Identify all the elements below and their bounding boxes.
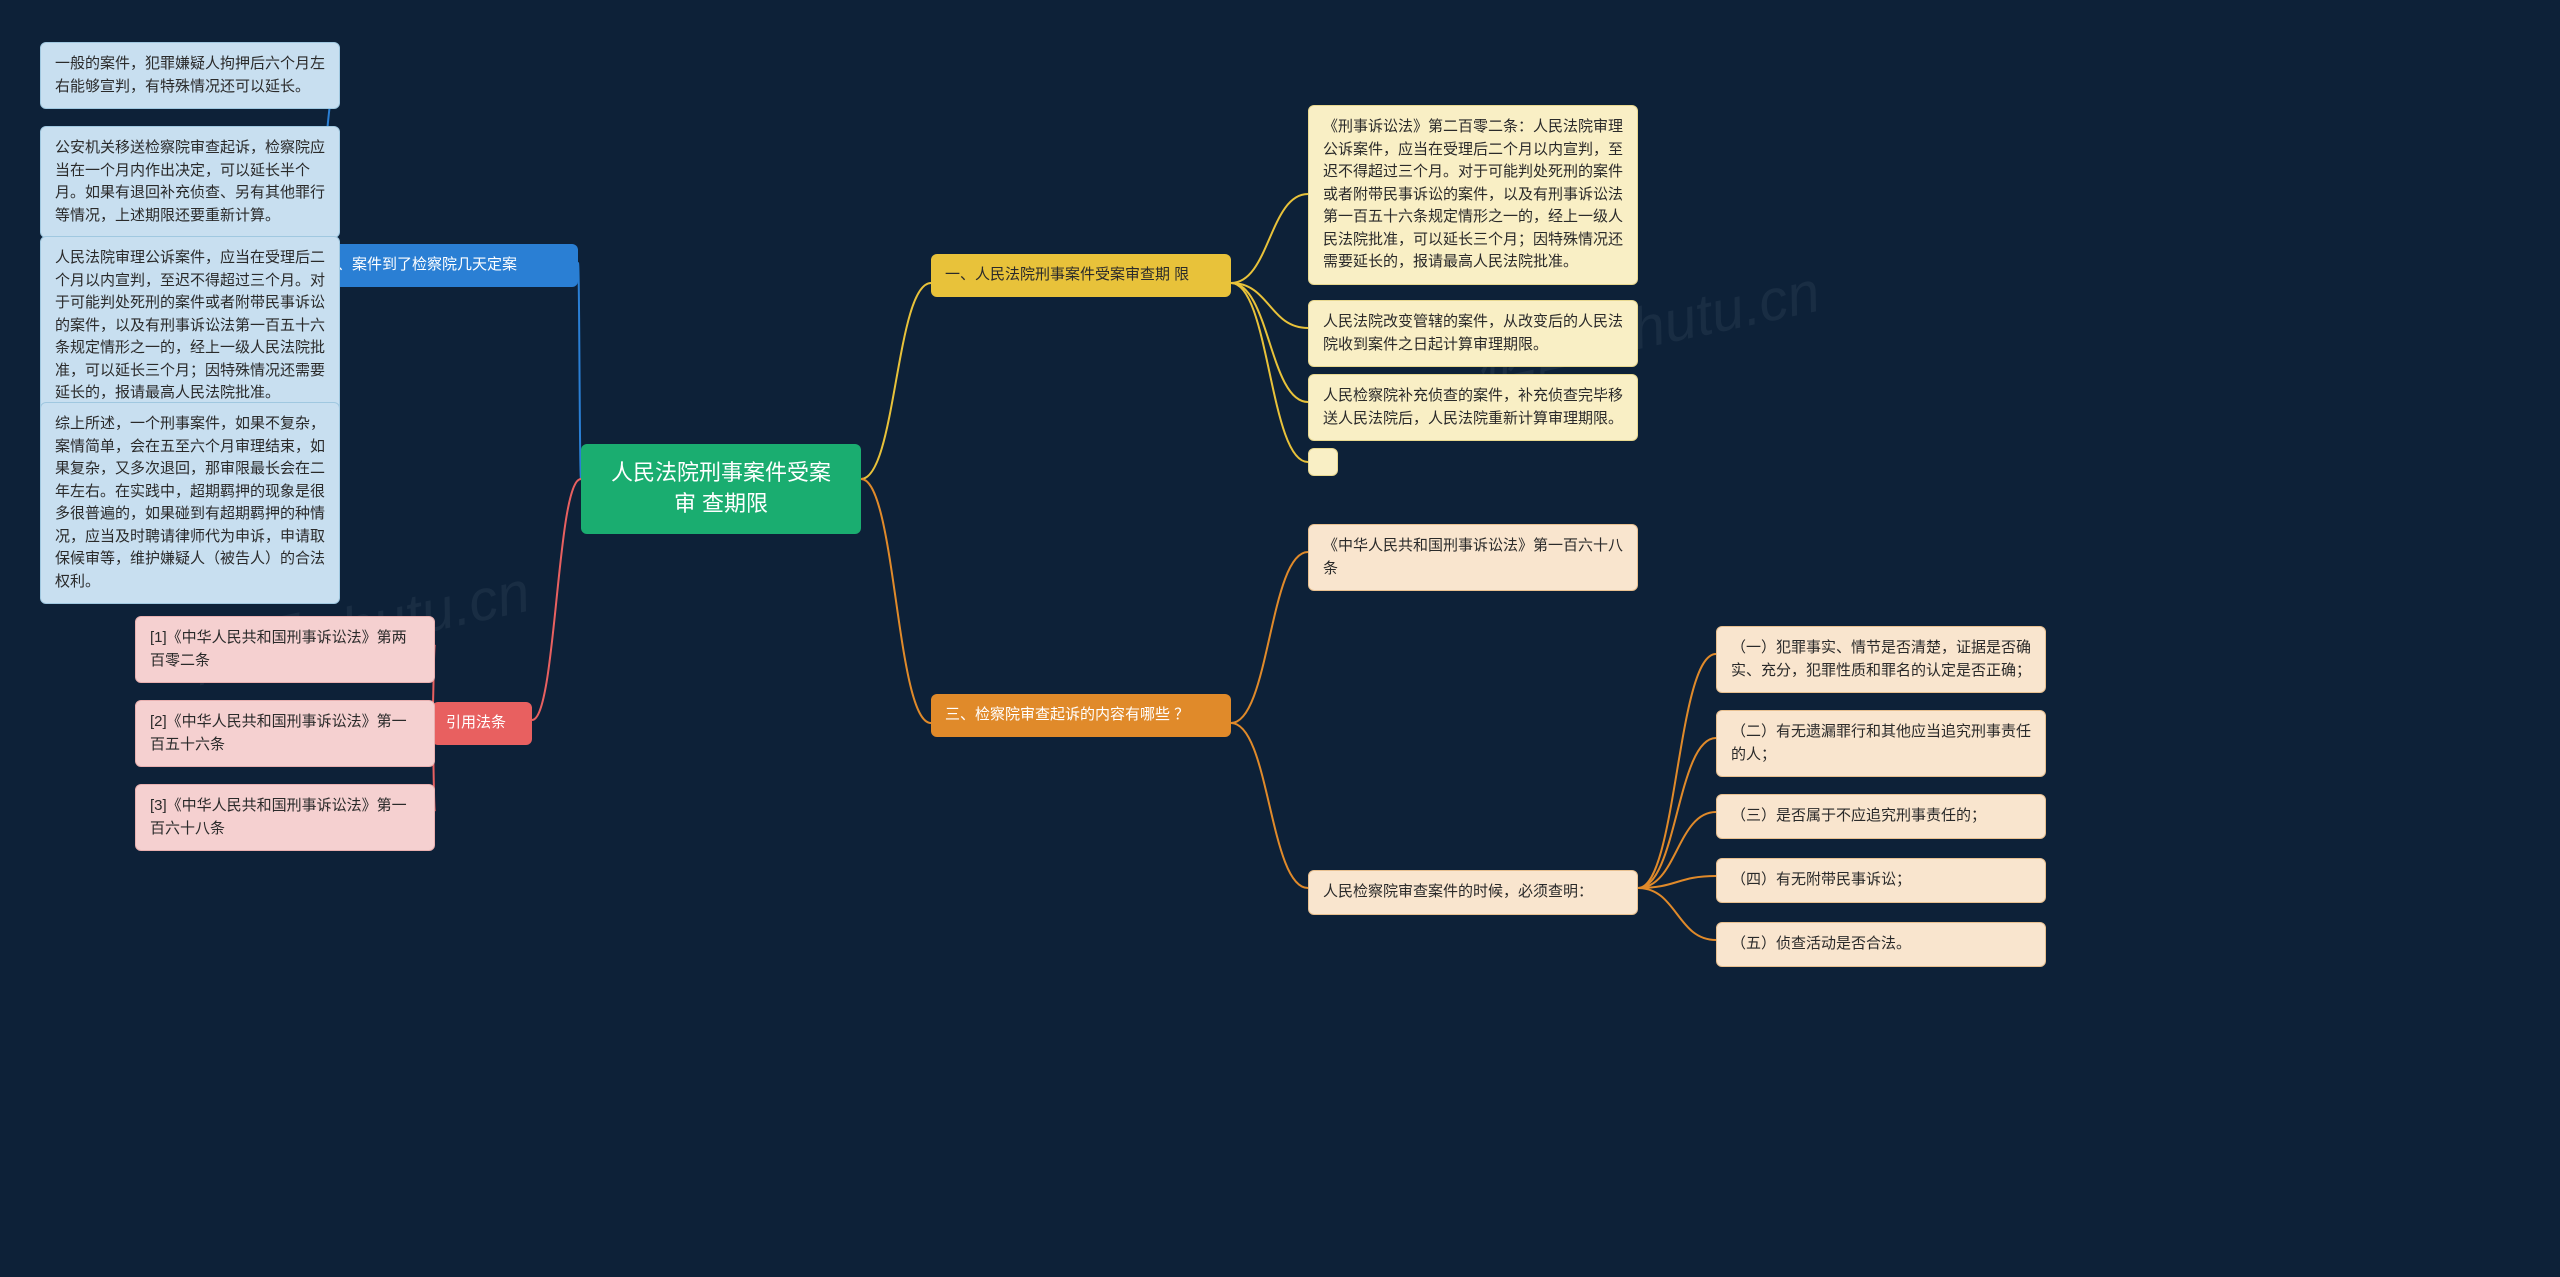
leaf-node: [2]《中华人民共和国刑事诉讼法》第一百五十六条 bbox=[135, 700, 435, 767]
leaf-node: 综上所述，一个刑事案件，如果不复杂，案情简单，会在五至六个月审理结束，如果复杂，… bbox=[40, 402, 340, 604]
sub-leaf-node: （五）侦查活动是否合法。 bbox=[1716, 922, 2046, 967]
leaf-node: 一般的案件，犯罪嫌疑人拘押后六个月左右能够宣判，有特殊情况还可以延长。 bbox=[40, 42, 340, 109]
branch-node: 二、案件到了检察院几天定案 bbox=[308, 244, 578, 287]
leaf-node: 《中华人民共和国刑事诉讼法》第一百六十八条 bbox=[1308, 524, 1638, 591]
leaf-node: 人民法院审理公诉案件，应当在受理后二个月以内宣判，至迟不得超过三个月。对于可能判… bbox=[40, 236, 340, 416]
sub-leaf-node: （三）是否属于不应追究刑事责任的； bbox=[1716, 794, 2046, 839]
branch-node: 三、检察院审查起诉的内容有哪些 ？ bbox=[931, 694, 1231, 737]
leaf-node: 公安机关移送检察院审查起诉，检察院应当在一个月内作出决定，可以延长半个月。如果有… bbox=[40, 126, 340, 238]
leaf-node: [3]《中华人民共和国刑事诉讼法》第一百六十八条 bbox=[135, 784, 435, 851]
leaf-node: 《刑事诉讼法》第二百零二条：人民法院审理公诉案件，应当在受理后二个月以内宣判，至… bbox=[1308, 105, 1638, 285]
branch-node: 引用法条 bbox=[432, 702, 532, 745]
leaf-node bbox=[1308, 448, 1338, 476]
sub-leaf-node: （一）犯罪事实、情节是否清楚，证据是否确实、充分，犯罪性质和罪名的认定是否正确； bbox=[1716, 626, 2046, 693]
branch-node: 一、人民法院刑事案件受案审查期 限 bbox=[931, 254, 1231, 297]
sub-leaf-node: （四）有无附带民事诉讼； bbox=[1716, 858, 2046, 903]
mindmap-root: 人民法院刑事案件受案审 查期限 bbox=[581, 444, 861, 534]
sub-leaf-node: （二）有无遗漏罪行和其他应当追究刑事责任的人； bbox=[1716, 710, 2046, 777]
leaf-node: [1]《中华人民共和国刑事诉讼法》第两百零二条 bbox=[135, 616, 435, 683]
leaf-node: 人民检察院补充侦查的案件，补充侦查完毕移送人民法院后，人民法院重新计算审理期限。 bbox=[1308, 374, 1638, 441]
leaf-node: 人民法院改变管辖的案件，从改变后的人民法院收到案件之日起计算审理期限。 bbox=[1308, 300, 1638, 367]
leaf-node: 人民检察院审查案件的时候，必须查明： bbox=[1308, 870, 1638, 915]
